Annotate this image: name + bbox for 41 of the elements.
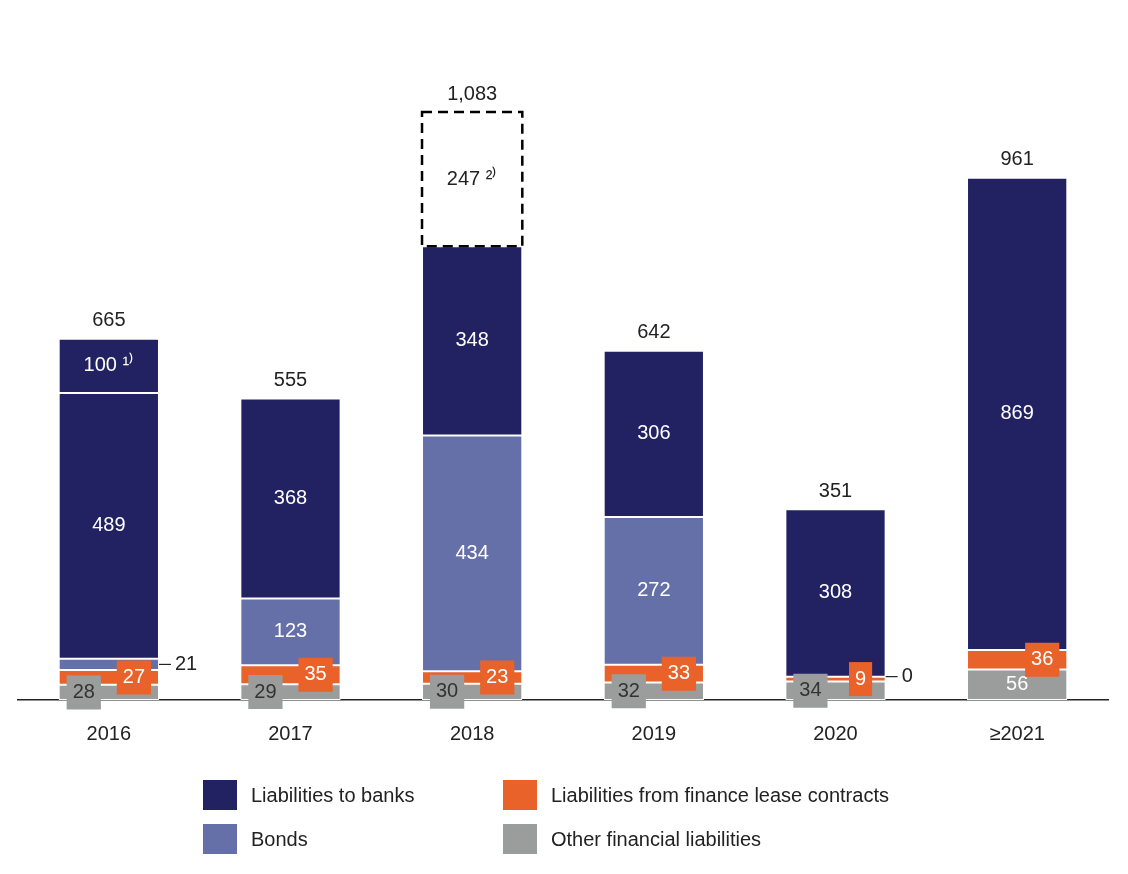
- data-label: 34: [799, 678, 822, 701]
- data-label: 29: [254, 679, 277, 702]
- data-label: 30: [435, 679, 459, 702]
- data-label: 869: [1000, 401, 1034, 424]
- data-label: 28: [72, 679, 95, 702]
- total-label: 961: [1000, 147, 1034, 170]
- data-label: 489: [92, 513, 126, 536]
- x-tick-label: 2020: [813, 721, 858, 744]
- data-label: 348: [455, 328, 489, 351]
- data-label: 56: [1006, 672, 1029, 695]
- total-label: 642: [637, 320, 671, 343]
- data-label: 33: [667, 661, 691, 684]
- data-label: 247 ²⁾: [446, 165, 498, 189]
- x-tick-label: 2017: [268, 721, 313, 744]
- data-label: 272: [637, 578, 671, 601]
- total-label: 1,083: [447, 81, 498, 104]
- data-label: 308: [818, 580, 853, 603]
- data-label: 23: [486, 664, 509, 687]
- data-label: 9: [855, 666, 867, 689]
- data-label: 368: [273, 485, 308, 508]
- legend-label: Liabilities from finance lease contracts: [551, 783, 889, 807]
- data-label: 306: [637, 421, 671, 444]
- legend-label: Liabilities to banks: [251, 783, 415, 807]
- data-label: 32: [617, 678, 640, 701]
- data-label: 21: [174, 651, 198, 674]
- total-label: 665: [92, 308, 126, 331]
- data-label: 100 ¹⁾: [83, 352, 135, 376]
- x-tick-label: 2016: [86, 721, 132, 744]
- legend-label: Bonds: [251, 827, 308, 851]
- total-label: 555: [273, 367, 308, 390]
- data-label: 36: [1031, 647, 1054, 670]
- data-label: 123: [273, 619, 308, 642]
- data-label: 27: [122, 664, 146, 687]
- data-label: 434: [455, 540, 489, 563]
- x-tick-label: 2019: [631, 721, 677, 744]
- data-label: 35: [304, 662, 327, 685]
- x-tick-label: 2018: [449, 721, 495, 744]
- x-tick-label: ≥2021: [989, 721, 1045, 744]
- legend-label: Other financial liabilities: [551, 827, 762, 851]
- annotation: 0: [901, 664, 913, 687]
- total-label: 351: [818, 478, 853, 501]
